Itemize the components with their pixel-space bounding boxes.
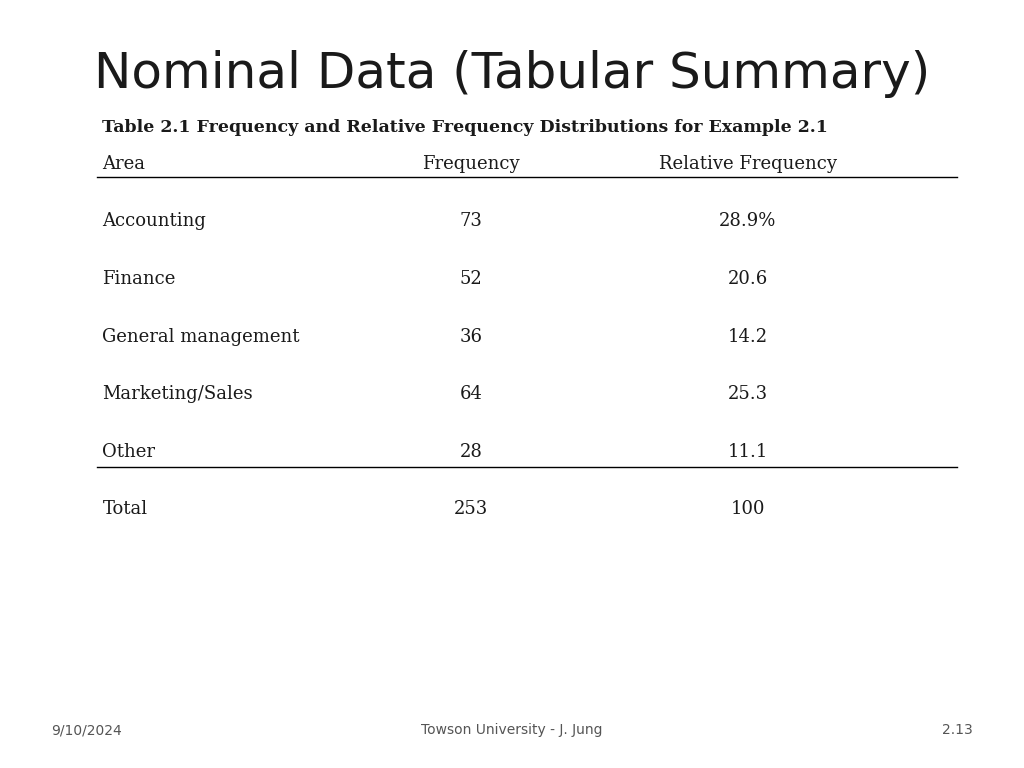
Text: Table 2.1 Frequency and Relative Frequency Distributions for Example 2.1: Table 2.1 Frequency and Relative Frequen… [102,119,828,136]
Text: Nominal Data (Tabular Summary): Nominal Data (Tabular Summary) [94,50,930,98]
Text: Frequency: Frequency [422,155,520,173]
Text: 28.9%: 28.9% [719,213,776,230]
Text: 73: 73 [460,213,482,230]
Text: Marketing/Sales: Marketing/Sales [102,386,253,403]
Text: 11.1: 11.1 [727,443,768,461]
Text: Accounting: Accounting [102,213,206,230]
Text: Finance: Finance [102,270,176,288]
Text: Area: Area [102,155,145,173]
Text: Total: Total [102,501,147,518]
Text: Towson University - J. Jung: Towson University - J. Jung [421,723,603,737]
Text: 20.6: 20.6 [727,270,768,288]
Text: 25.3: 25.3 [727,386,768,403]
Text: Other: Other [102,443,156,461]
Text: 14.2: 14.2 [727,328,768,346]
Text: 100: 100 [730,501,765,518]
Text: 64: 64 [460,386,482,403]
Text: 52: 52 [460,270,482,288]
Text: 9/10/2024: 9/10/2024 [51,723,122,737]
Text: General management: General management [102,328,300,346]
Text: 28: 28 [460,443,482,461]
Text: Relative Frequency: Relative Frequency [658,155,837,173]
Text: 2.13: 2.13 [942,723,973,737]
Text: 36: 36 [460,328,482,346]
Text: 253: 253 [454,501,488,518]
